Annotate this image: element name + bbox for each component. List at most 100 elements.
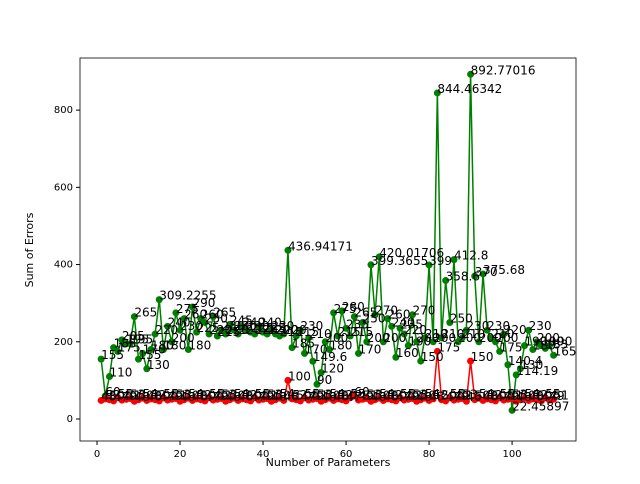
point-annotation: 190 (525, 335, 548, 349)
point-annotation: 50 (491, 389, 506, 403)
point (491, 338, 499, 346)
point-annotation: 110 (109, 366, 132, 380)
point (525, 326, 533, 334)
point-annotation: 230 (246, 319, 269, 333)
point-annotation: 180 (163, 338, 186, 352)
point-annotation: 250 (363, 311, 386, 325)
point-annotation: 265 (354, 306, 377, 320)
point-annotation: 48 (284, 389, 299, 403)
point (429, 338, 437, 346)
point-annotation: 54 (280, 387, 295, 401)
point-annotation: 50 (442, 389, 457, 403)
point-annotation: 53 (462, 388, 477, 402)
point (143, 365, 151, 373)
point (97, 355, 105, 363)
point-annotation: 225 (197, 321, 220, 335)
point-annotation: 170 (305, 342, 328, 356)
point (330, 309, 338, 317)
point-annotation: 185 (292, 337, 315, 351)
point (346, 332, 354, 340)
point-annotation: 220 (255, 323, 278, 337)
point-annotation: 200 (479, 331, 502, 345)
point-annotation: 46 (466, 390, 481, 404)
point-annotation: 230 (234, 319, 257, 333)
point-annotation: 399.3655 (371, 254, 428, 268)
point (172, 309, 180, 317)
point (417, 357, 425, 365)
point-annotation: 200 (172, 331, 195, 345)
point-annotation: 47 (446, 390, 461, 404)
point-annotation: 230 (466, 319, 489, 333)
point-annotation: 150 (471, 350, 494, 364)
point-annotation: 210 (491, 327, 514, 341)
point-annotation: 250 (450, 311, 473, 325)
point-annotation: 50 (421, 389, 436, 403)
point-annotation: 399 (429, 254, 452, 268)
point-annotation: 49 (454, 389, 469, 403)
x-axis-label: Number of Parameters (266, 456, 391, 469)
point (317, 369, 325, 377)
point-annotation: 46 (417, 390, 432, 404)
point-annotation: 49 (549, 389, 564, 403)
point-annotation: 375.68 (483, 263, 525, 277)
point (176, 326, 184, 334)
point (350, 313, 358, 321)
point-annotation: 200 (325, 331, 348, 345)
point-annotation: 165 (554, 344, 577, 358)
point-annotation: 47 (159, 390, 174, 404)
point-annotation: 275 (334, 302, 357, 316)
point (213, 332, 221, 340)
point-annotation: 230 (222, 319, 245, 333)
point (226, 320, 234, 328)
point-annotation: 46 (180, 390, 195, 404)
point-annotation: 175 (437, 340, 460, 354)
point-annotation: 245 (230, 313, 253, 327)
point-annotation: 51 (408, 388, 423, 402)
point-annotation: 48 (192, 389, 207, 403)
point-annotation: 175 (500, 340, 523, 354)
point (355, 349, 363, 357)
plot-frame (79, 57, 577, 442)
point (496, 347, 504, 355)
point-annotation: 270 (375, 304, 398, 318)
point-annotation: 210 (425, 327, 448, 341)
point-annotation: 200 (537, 331, 560, 345)
point-annotation: 250 (205, 311, 228, 325)
point-annotation: 215 (296, 325, 319, 339)
point-annotation: 215 (217, 325, 240, 339)
point-annotation: 55 (305, 387, 320, 401)
point-annotation: 358.6 (446, 270, 480, 284)
point-annotation: 183 (545, 337, 568, 351)
point-annotation: 120 (321, 362, 344, 376)
point-annotation: 210 (442, 327, 465, 341)
point-annotation: 50 (296, 389, 311, 403)
point (321, 338, 329, 346)
point-annotation: 50 (342, 389, 357, 403)
point-annotation: 200 (417, 331, 440, 345)
point-annotation: 220 (275, 323, 298, 337)
point (155, 296, 163, 304)
point-annotation: 52 (197, 388, 212, 402)
point (462, 397, 470, 405)
point (301, 349, 309, 357)
point-annotation: 48 (483, 389, 498, 403)
point-annotation: 49 (359, 389, 374, 403)
point-annotation: 47 (495, 390, 510, 404)
point (408, 311, 416, 319)
point-annotation: 280 (342, 300, 365, 314)
x-tick-label: 20 (174, 449, 187, 460)
point-annotation: 100 (288, 369, 311, 383)
point-annotation: 51 (363, 388, 378, 402)
point (284, 376, 292, 384)
point-annotation: 46 (226, 390, 241, 404)
point (305, 334, 313, 342)
point-annotation: 240 (242, 315, 265, 329)
point-annotation: 185 (114, 337, 137, 351)
point-annotation: 155 (139, 348, 162, 362)
point-annotation: 309.2255 (159, 289, 216, 303)
point-annotation: 49 (309, 389, 324, 403)
point-annotation: 49 (122, 389, 137, 403)
point (413, 338, 421, 346)
point-annotation: 200 (367, 331, 390, 345)
point-annotation: 210 (309, 327, 332, 341)
